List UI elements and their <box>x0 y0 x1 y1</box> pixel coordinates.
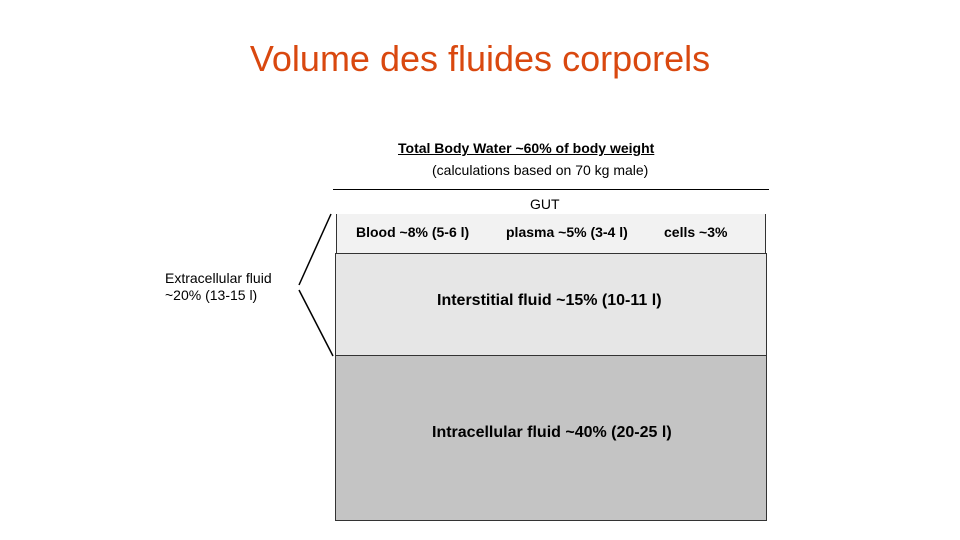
diagram-title: Total Body Water ~60% of body weight <box>398 140 655 156</box>
intracellular-compartment <box>335 355 767 521</box>
gut-label: GUT <box>530 196 560 212</box>
interstitial-label: Interstitial fluid ~15% (10-11 l) <box>437 292 662 309</box>
extracellular-label-line1: Extracellular fluid <box>165 270 272 286</box>
extracellular-label-line2: ~20% (13-15 l) <box>165 287 258 303</box>
slide-title: Volume des fluides corporels <box>249 38 711 79</box>
cells-label: cells ~3% <box>664 224 728 240</box>
extracellular-label: Extracellular fluid ~20% (13-15 l) <box>165 270 272 304</box>
blood-compartment <box>336 214 766 253</box>
diagram-subtitle: (calculations based on 70 kg male) <box>432 162 649 178</box>
interstitial-compartment <box>335 253 767 357</box>
plasma-label: plasma ~5% (3-4 l) <box>506 224 628 240</box>
blood-label: Blood ~8% (5-6 l) <box>356 224 470 240</box>
bracket-lower-line <box>298 289 334 357</box>
intracellular-label: Intracellular fluid ~40% (20-25 l) <box>432 424 672 441</box>
bracket-upper-line <box>298 213 332 286</box>
gut-divider-line <box>333 189 769 190</box>
